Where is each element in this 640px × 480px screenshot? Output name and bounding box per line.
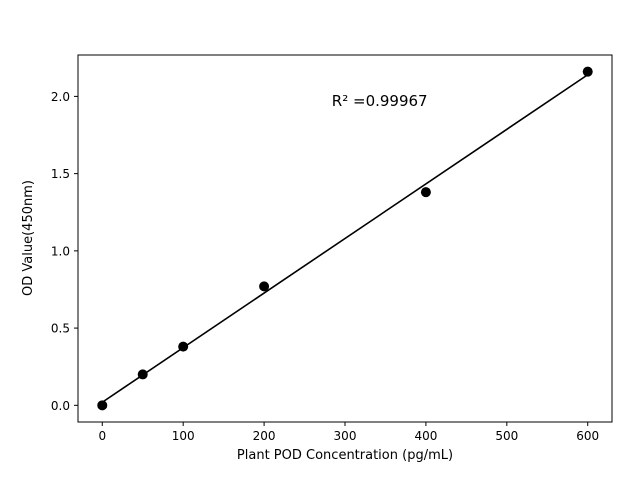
y-tick-label: 0.0 (51, 399, 70, 413)
data-point (420, 187, 431, 198)
data-point (137, 369, 148, 380)
data-point (178, 341, 189, 352)
r-squared-annotation: R² =0.99967 (332, 92, 428, 110)
y-tick-label: 1.0 (51, 244, 70, 258)
x-tick-label: 200 (253, 429, 276, 443)
y-tick-label: 1.5 (51, 167, 70, 181)
x-tick-label: 0 (98, 429, 106, 443)
x-tick-label: 400 (414, 429, 437, 443)
data-point (259, 281, 270, 292)
data-point (582, 66, 593, 77)
x-tick-label: 600 (576, 429, 599, 443)
x-tick-label: 100 (172, 429, 195, 443)
data-point (97, 400, 108, 411)
x-tick-label: 500 (495, 429, 518, 443)
x-axis-label: Plant POD Concentration (pg/mL) (237, 448, 453, 463)
y-tick-label: 2.0 (51, 90, 70, 104)
y-tick-label: 0.5 (51, 322, 70, 336)
y-axis-label: OD Value(450nm) (21, 180, 36, 296)
x-tick-label: 300 (334, 429, 357, 443)
